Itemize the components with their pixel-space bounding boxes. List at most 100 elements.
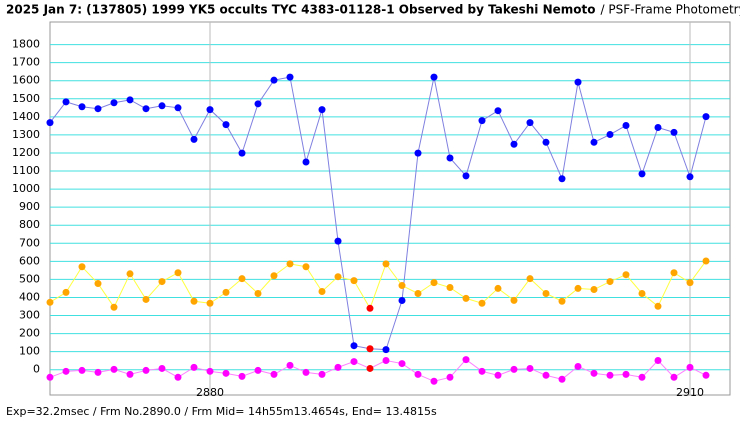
point <box>511 141 518 148</box>
point <box>79 263 86 270</box>
point <box>575 285 582 292</box>
point <box>367 305 374 312</box>
y-tick-label: 1400 <box>12 110 40 123</box>
footer: Exp=32.2msec / Frm No.2890.0 / Frm Mid= … <box>6 405 437 418</box>
point <box>127 371 134 378</box>
point <box>543 139 550 146</box>
point <box>175 104 182 111</box>
point <box>431 378 438 385</box>
point <box>559 376 566 383</box>
point <box>143 105 150 112</box>
point <box>607 131 614 138</box>
point <box>495 107 502 114</box>
point <box>367 365 374 372</box>
y-tick-label: 1500 <box>12 92 40 105</box>
point <box>447 284 454 291</box>
point <box>223 370 230 377</box>
point <box>655 124 662 131</box>
point <box>623 371 630 378</box>
point <box>383 260 390 267</box>
point <box>159 278 166 285</box>
point <box>399 360 406 367</box>
point <box>111 366 118 373</box>
point <box>463 295 470 302</box>
point <box>527 365 534 372</box>
point <box>639 170 646 177</box>
y-tick-label: 300 <box>19 309 40 322</box>
point <box>223 121 230 128</box>
point <box>319 106 326 113</box>
point <box>463 356 470 363</box>
point <box>575 363 582 370</box>
y-tick-label: 1300 <box>12 128 40 141</box>
point <box>111 304 118 311</box>
point <box>639 290 646 297</box>
point <box>639 374 646 381</box>
point <box>335 238 342 245</box>
point <box>255 290 262 297</box>
point <box>175 269 182 276</box>
y-tick-label: 0 <box>33 363 40 376</box>
point <box>367 345 374 352</box>
point <box>127 270 134 277</box>
point <box>95 280 102 287</box>
point <box>415 371 422 378</box>
point <box>127 96 134 103</box>
point <box>527 119 534 126</box>
point <box>655 303 662 310</box>
point <box>383 357 390 364</box>
point <box>191 298 198 305</box>
point <box>271 272 278 279</box>
point <box>239 275 246 282</box>
point <box>47 374 54 381</box>
point <box>687 364 694 371</box>
point <box>271 77 278 84</box>
point <box>319 371 326 378</box>
y-tick-label: 400 <box>19 290 40 303</box>
point <box>303 369 310 376</box>
point <box>671 374 678 381</box>
point <box>623 122 630 129</box>
point <box>687 173 694 180</box>
point <box>591 139 598 146</box>
point <box>703 257 710 264</box>
point <box>559 175 566 182</box>
chart-subtitle: / PSF-Frame Photometry / <box>601 3 740 17</box>
point <box>479 300 486 307</box>
point <box>399 297 406 304</box>
point <box>479 117 486 124</box>
point <box>527 275 534 282</box>
plot-frame <box>50 22 730 395</box>
y-tick-label: 700 <box>19 236 40 249</box>
point <box>95 105 102 112</box>
point <box>607 278 614 285</box>
point <box>255 100 262 107</box>
point <box>111 99 118 106</box>
point <box>431 74 438 81</box>
point <box>95 369 102 376</box>
point <box>271 371 278 378</box>
point <box>303 158 310 165</box>
point <box>47 299 54 306</box>
point <box>143 367 150 374</box>
point <box>511 366 518 373</box>
point <box>287 362 294 369</box>
point <box>383 346 390 353</box>
point <box>559 298 566 305</box>
point <box>63 368 70 375</box>
point <box>415 290 422 297</box>
point <box>591 370 598 377</box>
point <box>335 364 342 371</box>
point <box>143 296 150 303</box>
point <box>495 372 502 379</box>
x-tick-label: 2880 <box>196 386 224 399</box>
point <box>63 98 70 105</box>
point <box>47 119 54 126</box>
point <box>415 150 422 157</box>
point <box>543 372 550 379</box>
point <box>159 102 166 109</box>
x-tick-label: 2910 <box>676 386 704 399</box>
point <box>351 277 358 284</box>
y-tick-label: 100 <box>19 345 40 358</box>
